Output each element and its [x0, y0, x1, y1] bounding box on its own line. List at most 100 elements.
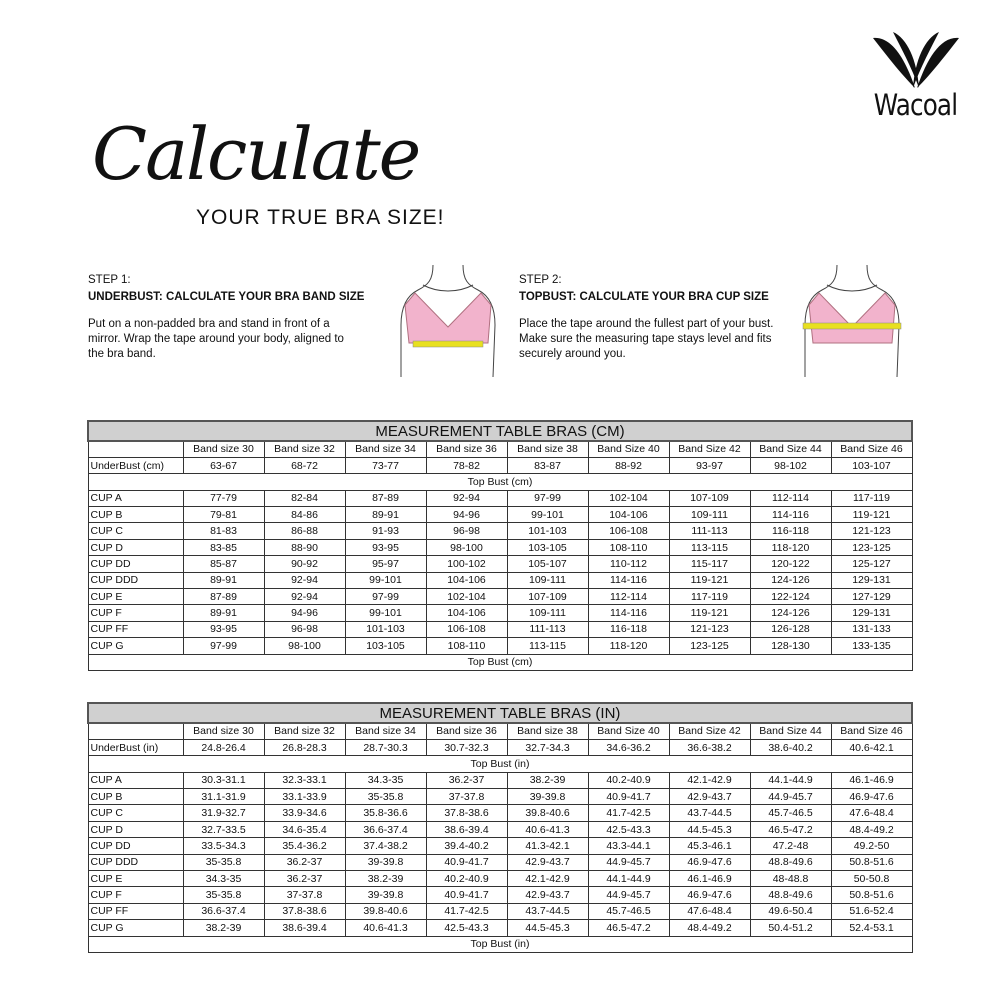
table-cell: 38.6-39.4 [425, 820, 508, 839]
table-cell: 48.4-49.2 [830, 820, 913, 839]
table-cell: 92-94 [263, 571, 346, 590]
table-cell: 123-125 [668, 637, 751, 655]
table-cell: 128-130 [749, 637, 832, 655]
table-cell: 99-101 [506, 506, 589, 524]
table-cell: 49.6-50.4 [749, 902, 832, 921]
table-cell: 46.9-47.6 [668, 853, 751, 872]
table-cell: 46.1-46.9 [668, 870, 751, 888]
table-cell: 79-81 [182, 506, 265, 524]
step-label: STEP 2: [519, 274, 562, 286]
table-cell: 37.8-38.6 [425, 804, 508, 822]
table-cell: 89-91 [182, 604, 265, 622]
measurement-table-in: MEASUREMENT TABLE BRAS (IN) Band size 30 B… [87, 702, 913, 953]
table-cell: 108-110 [587, 538, 670, 557]
table-cell: 119-121 [668, 604, 751, 622]
row-label: CUP DDD [87, 571, 184, 590]
table-cell: 44.9-45.7 [587, 853, 670, 872]
column-header: Band Size 40 [587, 722, 670, 740]
table-cell: 37.4-38.2 [344, 837, 427, 855]
table-cell: 97-99 [506, 489, 589, 508]
table-cell: 37-37.8 [263, 886, 346, 904]
table-footer: Top Bust (in) [87, 935, 913, 953]
table-cell: 98-100 [263, 637, 346, 655]
section-label: Top Bust (cm) [87, 473, 913, 491]
table-row: CUP F 89-91 94-96 99-101 104-106 109-111 114-1… [87, 604, 913, 622]
table-cell: 34.3-35 [182, 870, 265, 888]
table-cell: 26.8-28.3 [263, 738, 346, 757]
table-cell: 85-87 [182, 555, 265, 573]
table-cell: 113-115 [668, 538, 751, 557]
table-cell: 131-133 [830, 620, 913, 639]
table-cell: 126-128 [749, 620, 832, 639]
table-cell: 121-123 [668, 620, 751, 639]
table-cell: 81-83 [182, 522, 265, 540]
table-cell: 86-88 [263, 522, 346, 540]
table-cell: 96-98 [425, 522, 508, 540]
table-cell: 103-105 [506, 538, 589, 557]
table-cell: 125-127 [830, 555, 913, 573]
table-cell: 48.8-49.6 [749, 886, 832, 904]
table-cell: 49.2-50 [830, 837, 913, 855]
table-cell: 46.5-47.2 [587, 919, 670, 937]
step-label: STEP 1: [88, 274, 131, 286]
table-title: MEASUREMENT TABLE BRAS (IN) [87, 702, 913, 724]
table-cell: 123-125 [830, 538, 913, 557]
table-cell: 40.9-41.7 [425, 853, 508, 872]
column-header: Band Size 42 [668, 722, 751, 740]
table-cell: 98-100 [425, 538, 508, 557]
table-cell: 34.6-36.2 [587, 738, 670, 757]
table-cell: 42.1-42.9 [506, 870, 589, 888]
table-cell: 40.2-40.9 [425, 870, 508, 888]
table-cell: 36.6-37.4 [182, 902, 265, 921]
column-header: Band size 34 [344, 722, 427, 740]
column-header: Band size 34 [344, 440, 427, 458]
table-cell: 45.3-46.1 [668, 837, 751, 855]
table-row: CUP G 97-99 98-100 103-105 108-110 113-115 118… [87, 637, 913, 655]
table-cell: 33.1-33.9 [263, 788, 346, 806]
table-cell: 99-101 [344, 604, 427, 622]
table-cell: 30.3-31.1 [182, 771, 265, 790]
table-row: CUP A 30.3-31.1 32.3-33.1 34.3-35 36.2-37 38.… [87, 771, 913, 790]
title-row: MEASUREMENT TABLE BRAS (CM) [87, 420, 913, 442]
table-cell: 39.4-40.2 [425, 837, 508, 855]
table-cell: 110-112 [587, 555, 670, 573]
table-cell: 51.6-52.4 [830, 902, 913, 921]
table-cell: 35.4-36.2 [263, 837, 346, 855]
step-title: TOPBUST: CALCULATE YOUR BRA CUP SIZE [519, 291, 769, 303]
table-row: CUP C 81-83 86-88 91-93 96-98 101-103 106-108 1… [87, 522, 913, 540]
table-cell: 127-129 [830, 588, 913, 606]
table-cell: 118-120 [587, 637, 670, 655]
table-cell: 39-39.8 [506, 788, 589, 806]
table-cell: 39.8-40.6 [344, 902, 427, 921]
header-row: Band size 30 Band size 32 Band size 34 Band… [87, 722, 913, 740]
table-cell: 108-110 [425, 637, 508, 655]
table-cell: 122-124 [749, 588, 832, 606]
table-cell: 33.5-34.3 [182, 837, 265, 855]
table-cell: 43.3-44.1 [587, 837, 670, 855]
table-row: CUP FF 36.6-37.4 37.8-38.6 39.8-40.6 41.7-42… [87, 902, 913, 921]
table-cell: 91-93 [344, 522, 427, 540]
row-label: CUP C [87, 804, 184, 822]
column-header: Band size 32 [263, 722, 346, 740]
table-cell: 33.9-34.6 [263, 804, 346, 822]
table-cell: 77-79 [182, 489, 265, 508]
table-row: CUP DDD 89-91 92-94 99-101 104-106 109-111 114… [87, 571, 913, 590]
table-cell: 119-121 [830, 506, 913, 524]
table-row: CUP D 83-85 88-90 93-95 98-100 103-105 108-110… [87, 538, 913, 557]
table-cell: 44.9-45.7 [749, 788, 832, 806]
table-cell: 38.6-40.2 [749, 738, 832, 757]
table-cell: 99-101 [344, 571, 427, 590]
table-cell: 111-113 [668, 522, 751, 540]
row-label: CUP G [87, 919, 184, 937]
row-label: CUP D [87, 538, 184, 557]
table-cell: 28.7-30.3 [344, 738, 427, 757]
table-row: CUP B 79-81 84-86 89-91 94-96 99-101 104-106 10… [87, 506, 913, 524]
section-label: Top Bust (in) [87, 755, 913, 773]
column-header: Band Size 46 [830, 722, 913, 740]
table-cell: 42.1-42.9 [668, 771, 751, 790]
table-cell: 36.6-38.2 [668, 738, 751, 757]
table-row: CUP F 35-35.8 37-37.8 39-39.8 40.9-41.7 42.9-… [87, 886, 913, 904]
table-cell: 106-108 [587, 522, 670, 540]
table-cell: 95-97 [344, 555, 427, 573]
table-cell: 44.1-44.9 [587, 870, 670, 888]
